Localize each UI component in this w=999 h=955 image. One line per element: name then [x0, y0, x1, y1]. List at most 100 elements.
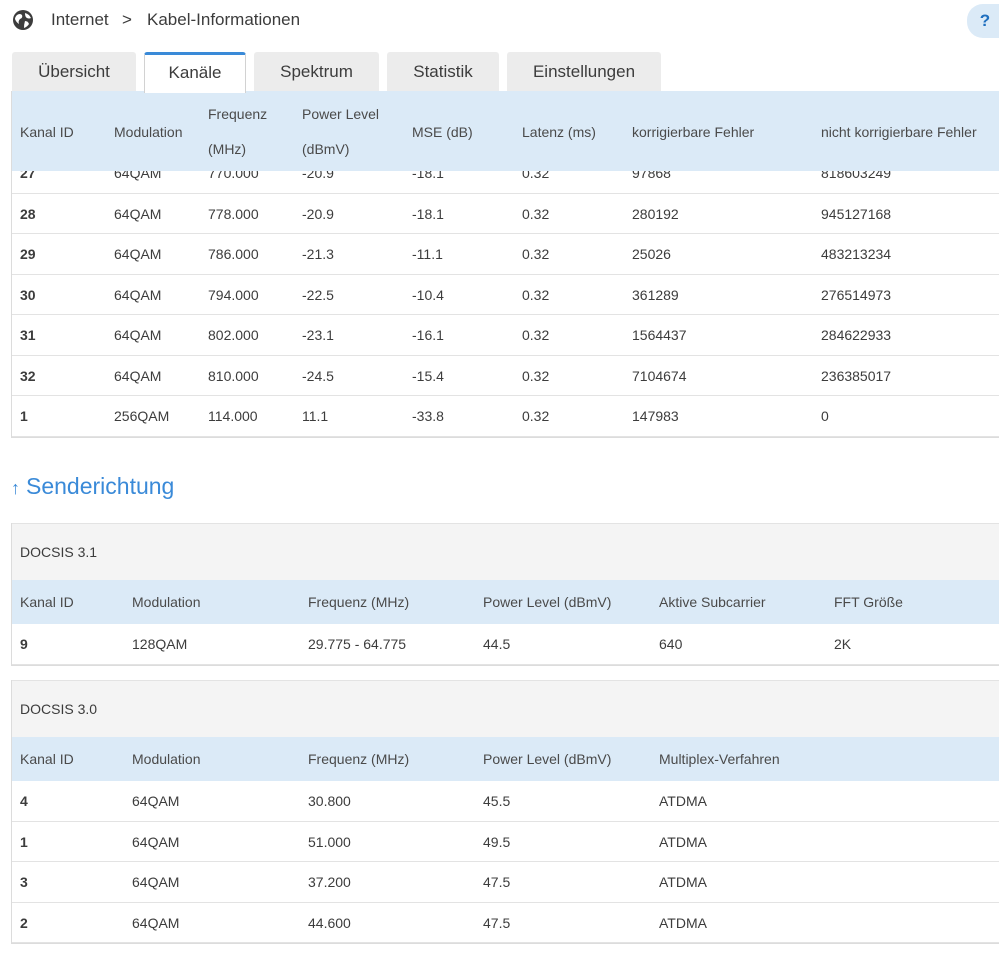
- table-cell: 284622933: [821, 327, 892, 343]
- col-frequenz-unit: (MHz): [208, 141, 247, 157]
- table-cell: -11.1: [412, 246, 443, 262]
- column-header[interactable]: Kanal ID: [20, 594, 74, 610]
- table-cell: 236385017: [821, 367, 892, 384]
- arrow-up-icon: ↑: [11, 478, 20, 498]
- table-cell: 64QAM: [114, 205, 162, 222]
- table-cell: 0.32: [522, 367, 550, 384]
- table-cell: 1564437: [632, 327, 687, 343]
- table-cell: 640: [659, 636, 683, 652]
- docsis30-title: DOCSIS 3.0: [12, 680, 999, 737]
- table-header: Kanal ID Modulation Frequenz (MHz) Power Le…: [12, 737, 999, 781]
- table-cell: ATDMA: [659, 874, 707, 890]
- table-cell: 32: [20, 367, 36, 384]
- column-header[interactable]: Aktive Subcarrier: [659, 594, 766, 610]
- table-cell: -10.4: [412, 286, 444, 303]
- table-cell: -23.1: [302, 327, 334, 343]
- tab-statistik[interactable]: Statistik: [387, 52, 499, 92]
- table-cell: 64QAM: [114, 367, 162, 384]
- col-latenz[interactable]: Latenz (ms): [522, 124, 596, 140]
- tab-einstellungen[interactable]: Einstellungen: [507, 52, 661, 92]
- section-title-senderichtung: ↑ Senderichtung: [11, 473, 174, 500]
- table-cell: -33.8: [412, 408, 444, 424]
- table-cell: 2K: [834, 636, 852, 652]
- downstream-table[interactable]: Kanal ID Modulation Frequenz (MHz) Power…: [11, 91, 999, 438]
- table-cell: 361289: [632, 286, 679, 303]
- table-cell: 4: [20, 793, 28, 809]
- table-cell: 256QAM: [114, 408, 170, 424]
- table-row: 32 64QAM 810.000 -24.5 -15.4 0.32 7104674 23638…: [12, 356, 999, 396]
- table-body: 4 64QAM 30.800 45.5 ATDMA 1 64QAM 51.000 49.5 ATD…: [12, 781, 999, 943]
- table-cell: 44.600: [308, 914, 351, 931]
- col-nicht-korrigierbare-fehler[interactable]: nicht korrigierbare Fehler: [821, 124, 977, 140]
- table-cell: 37.200: [308, 874, 351, 890]
- column-header[interactable]: Multiplex-Verfahren: [659, 751, 780, 767]
- table-cell: -15.4: [412, 367, 444, 384]
- table-cell: 276514973: [821, 286, 892, 303]
- page-title: Kabel-Informationen: [147, 10, 301, 29]
- table-cell: -18.1: [412, 205, 444, 222]
- col-modulation[interactable]: Modulation: [114, 124, 183, 140]
- col-frequenz[interactable]: Frequenz: [208, 106, 268, 122]
- table-cell: 2: [20, 914, 28, 931]
- table-header: Kanal ID Modulation Frequenz (MHz) Power Le…: [12, 580, 999, 624]
- table-cell: 64QAM: [132, 833, 180, 850]
- table-cell: 25026: [632, 246, 671, 262]
- table-row: 31 64QAM 802.000 -23.1 -16.1 0.32 1564437 28462…: [12, 315, 999, 356]
- tab-uebersicht[interactable]: Übersicht: [12, 52, 136, 92]
- col-korrigierbare-fehler[interactable]: korrigierbare Fehler: [632, 124, 755, 140]
- help-button[interactable]: ?: [967, 4, 999, 38]
- table-cell: 114.000: [208, 408, 258, 424]
- table-row: 1 64QAM 51.000 49.5 ATDMA: [12, 822, 999, 862]
- table-cell: 280192: [632, 205, 679, 222]
- column-header[interactable]: Power Level (dBmV): [483, 594, 612, 610]
- tab-spektrum[interactable]: Spektrum: [254, 52, 379, 92]
- table-cell: 64QAM: [132, 874, 180, 890]
- table-cell: 64QAM: [132, 914, 180, 931]
- column-header[interactable]: Kanal ID: [20, 751, 74, 767]
- table-cell: 786.000: [208, 246, 259, 262]
- col-power-level-unit: (dBmV): [302, 141, 350, 157]
- col-kanal-id[interactable]: Kanal ID: [20, 124, 74, 140]
- docsis31-table: DOCSIS 3.1 Kanal ID Modulation Frequenz (M…: [11, 523, 999, 666]
- table-cell: 0.32: [522, 246, 550, 262]
- col-mse[interactable]: MSE (dB): [412, 124, 473, 140]
- table-cell: 1: [20, 408, 28, 424]
- table-cell: 44.5: [483, 636, 511, 652]
- table-cell: 51.000: [308, 833, 351, 850]
- table-row: 2 64QAM 44.600 47.5 ATDMA: [12, 903, 999, 943]
- tab-kanaele[interactable]: Kanäle: [144, 52, 246, 93]
- column-header[interactable]: Frequenz (MHz): [308, 751, 410, 767]
- table-cell: -20.9: [302, 205, 334, 222]
- table-cell: 7104674: [632, 367, 687, 384]
- breadcrumb-internet[interactable]: Internet: [51, 10, 109, 29]
- table-cell: 802.000: [208, 327, 259, 343]
- table-cell: 0.32: [522, 327, 550, 343]
- table-cell: 29.775 - 64.775: [308, 636, 407, 652]
- table-cell: 28: [20, 205, 36, 222]
- table-cell: ATDMA: [659, 833, 707, 850]
- table-cell: 1: [20, 833, 28, 850]
- table-cell: 49.5: [483, 833, 511, 850]
- table-cell: 3: [20, 874, 28, 890]
- column-header[interactable]: FFT Größe: [834, 594, 903, 610]
- chevron-right-icon: >: [122, 10, 132, 29]
- table-body: 27 64QAM 770.000 -20.9 -18.1 0.32 97868 8186032…: [12, 153, 999, 437]
- column-header[interactable]: Power Level (dBmV): [483, 751, 612, 767]
- table-cell: 30: [20, 286, 36, 303]
- table-header: Kanal ID Modulation Frequenz (MHz) Power…: [12, 91, 999, 171]
- table-row: 28 64QAM 778.000 -20.9 -18.1 0.32 280192 945127…: [12, 194, 999, 234]
- table-cell: -24.5: [302, 367, 334, 384]
- table-row: 3 64QAM 37.200 47.5 ATDMA: [12, 862, 999, 903]
- table-cell: 128QAM: [132, 636, 188, 652]
- table-cell: ATDMA: [659, 793, 707, 809]
- docsis31-title: DOCSIS 3.1: [12, 523, 999, 580]
- column-header[interactable]: Modulation: [132, 751, 201, 767]
- column-header[interactable]: Frequenz (MHz): [308, 594, 410, 610]
- column-header[interactable]: Modulation: [132, 594, 201, 610]
- table-cell: -21.3: [302, 246, 334, 262]
- breadcrumb: Internet > Kabel-Informationen ?: [0, 0, 999, 44]
- table-cell: 945127168: [821, 205, 892, 222]
- table-cell: 11.1: [302, 408, 329, 424]
- table-row: 29 64QAM 786.000 -21.3 -11.1 0.32 25026 4832132…: [12, 234, 999, 275]
- col-power-level[interactable]: Power Level: [302, 106, 380, 122]
